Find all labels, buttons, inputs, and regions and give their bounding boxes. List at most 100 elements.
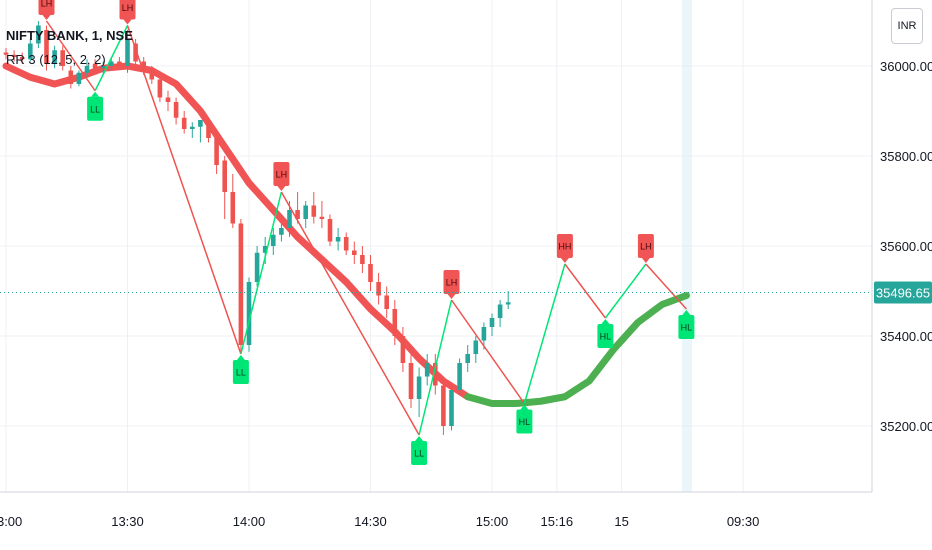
pivot-badge: [597, 324, 614, 348]
x-tick-label: 15: [614, 514, 628, 529]
pivot-label: LH: [276, 170, 288, 180]
candle-body: [408, 363, 414, 399]
pivot-hh-marker: HH: [556, 234, 573, 263]
pivot-pointer: [236, 355, 245, 360]
y-tick-label: 35800.00: [880, 149, 932, 164]
pivot-badge: [87, 96, 104, 121]
candle-body: [505, 302, 511, 305]
zigzag-segment: [418, 299, 453, 436]
candle-body: [19, 57, 25, 60]
x-tick-label: 13:00: [0, 514, 22, 529]
x-axis[interactable]: 13:00 13:30 14:00 14:30 15:00 15:16 15 09:30: [0, 514, 759, 529]
candle-body: [473, 340, 479, 354]
candle-body: [11, 54, 17, 57]
zigzag-segment: [645, 263, 687, 310]
last-price-line: 35496.65: [0, 281, 932, 304]
pivot-label: HH: [558, 242, 571, 252]
chart-grid: [0, 0, 872, 492]
candle-body: [100, 66, 106, 69]
candle-body: [76, 72, 82, 84]
last-price-label: 35496.65: [876, 286, 930, 301]
zigzag-line: [45, 20, 687, 436]
candle-body: [92, 63, 98, 69]
candle-body: [254, 252, 260, 282]
pivot-label: LL: [236, 368, 246, 378]
session-highlight: [682, 0, 692, 492]
candle-body: [173, 102, 179, 118]
candle-body: [214, 138, 219, 165]
candle-body: [295, 210, 300, 219]
y-axis[interactable]: 36000.00 35800.00 35600.00 35400.00 35200.00: [880, 59, 932, 434]
pivot-pointer: [277, 186, 286, 191]
y-tick-label: 35200.00: [880, 419, 932, 434]
symbol-title[interactable]: NIFTY BANK, 1, NSE: [6, 28, 133, 43]
candle-body: [392, 309, 398, 336]
pivot-badge: [273, 162, 290, 186]
candles-layer: [3, 21, 511, 435]
y-tick-label: 35600.00: [880, 239, 932, 254]
candle-body: [141, 61, 146, 71]
candle-body: [222, 160, 227, 192]
indicator-title[interactable]: RR 3 (12, 5, 2, 2): [6, 52, 106, 67]
candle-body: [311, 205, 317, 217]
pivot-pointer: [91, 91, 100, 97]
pivot-badge: [38, 0, 55, 15]
candle-body: [400, 336, 406, 363]
candle-body: [489, 318, 495, 327]
chart-legend: NIFTY BANK, 1, NSE RR 3 (12, 5, 2, 2): [6, 24, 133, 72]
trend-line: [2, 62, 690, 407]
candle-body: [84, 66, 90, 73]
pivot-label: LH: [41, 0, 53, 9]
pivot-label: HL: [681, 323, 693, 333]
candle-body: [497, 304, 503, 318]
candle-body: [246, 282, 252, 345]
y-tick-label: 36000.00: [880, 59, 932, 74]
pivot-label: LL: [90, 104, 100, 114]
trend-line-down: [2, 62, 472, 401]
candle-body: [441, 385, 446, 426]
pivot-label: LH: [122, 3, 134, 13]
zigzag-segment: [94, 25, 129, 92]
pivot-pointer: [447, 294, 456, 299]
x-tick-label: 14:30: [354, 514, 387, 529]
pivot-lh-marker: LH: [443, 270, 460, 299]
currency-button[interactable]: INR: [891, 8, 923, 44]
pivot-lh-marker: LH: [273, 162, 290, 191]
zigzag-segment: [126, 25, 242, 355]
candle-body: [287, 210, 292, 228]
candle-body: [368, 264, 373, 282]
candle-body: [181, 117, 187, 129]
zigzag-segment: [280, 191, 420, 436]
pivot-ll-marker: LL: [87, 91, 104, 121]
pivot-pointer: [682, 310, 691, 315]
candle-body: [157, 79, 163, 98]
candle-body: [149, 70, 155, 80]
pivot-badge: [411, 441, 428, 465]
candle-body: [68, 70, 74, 84]
candle-body: [279, 228, 284, 235]
zigzag-segment: [240, 191, 283, 355]
candle-body: [28, 43, 33, 60]
candle-body: [3, 52, 9, 55]
pivot-label: LH: [640, 242, 652, 252]
candle-body: [352, 250, 357, 255]
candle-body: [230, 192, 236, 224]
candle-body: [125, 39, 130, 66]
pivot-badge: [556, 234, 573, 258]
last-price-badge: [874, 281, 932, 304]
pivot-hl-marker: HL: [678, 310, 695, 339]
pivot-lh-marker: LH: [119, 0, 136, 25]
pivot-ll-marker: LL: [232, 355, 249, 384]
candle-body: [360, 255, 365, 264]
pivot-labels: LH LL LH LL LH LL LH HL HH HL LH HL: [38, 0, 695, 465]
candle-body: [198, 120, 203, 127]
x-tick-label: 15:16: [541, 514, 574, 529]
pivot-ll-marker: LL: [411, 436, 428, 465]
zigzag-segment: [523, 263, 566, 404]
candle-body: [44, 30, 49, 64]
candle-body: [376, 282, 381, 296]
pivot-pointer: [560, 258, 569, 263]
candle-body: [465, 354, 470, 363]
pivot-badge: [119, 0, 136, 20]
